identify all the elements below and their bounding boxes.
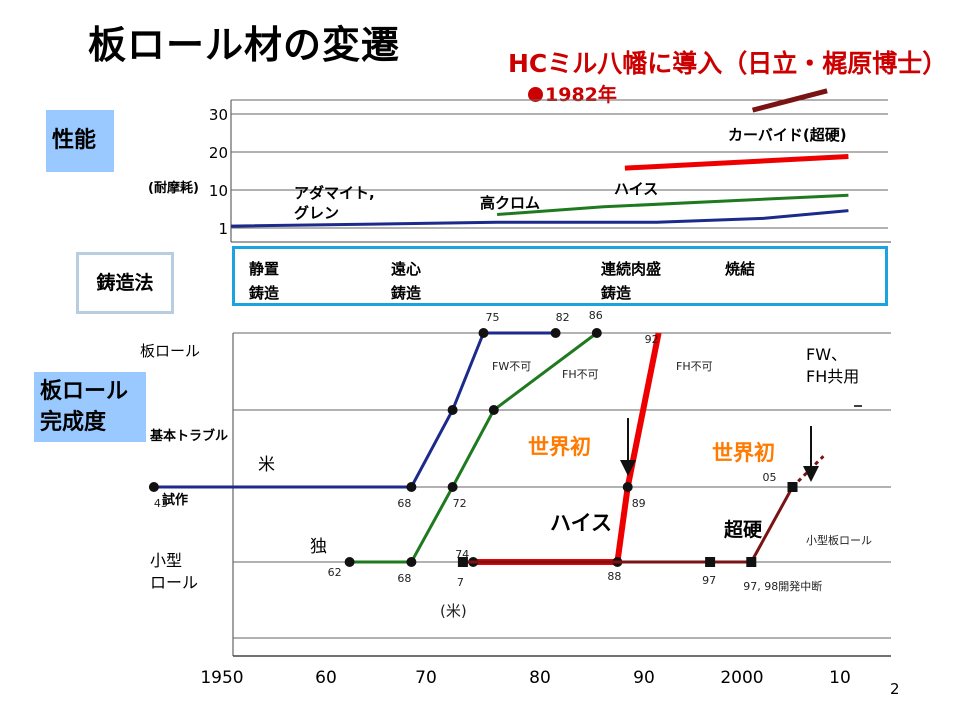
comp-point-label: 68 [397,572,411,585]
comp-point-label: 62 [328,566,342,579]
completion-label-line2: 完成度 [40,410,107,435]
comp-point-label: 88 [607,570,621,583]
perf-series-label-3: カーバイド(超硬) [728,126,847,144]
comp-x-tick-10: 10 [829,668,851,688]
comp-marker [591,328,602,338]
perf-series-0 [230,209,849,228]
perf-series-label-0: アダマイト,グレン [294,184,375,222]
perf-y-tick-10: 10 [209,182,228,200]
comp-marker [787,482,798,492]
perf-series-label-1: 高クロム [480,194,540,212]
comp-marker [550,328,561,338]
anno-us: (米) [440,602,467,620]
perf-series-2 [624,154,849,171]
completion-label-line1: 板ロール [40,379,129,404]
performance-label: 性能 [46,110,114,172]
page-title: 板ロール材の変遷 [88,23,401,67]
comp-level-basic-trouble: 基本トラブル [149,428,228,444]
casting-sintered: 焼結 [725,260,756,278]
perf-series-label-2: ハイス [614,180,658,198]
anno-fw-fh-shared: FW、 FH共用 [806,345,859,386]
perf-y-tick-20: 20 [209,144,228,162]
casting-centrifugal: 遠心 鋳造 [391,260,422,302]
comp-level-trial: 試作 [162,492,188,508]
casting-method-label: 鋳造法 [76,252,174,314]
anno-fw-fuka: FW不可 [492,360,531,373]
comp-x-tick-2000: 2000 [720,668,763,688]
arrow-down-icon-head [620,460,636,476]
comp-series-name-us: 米 [258,455,275,475]
arrow-down-icon-2-head [803,466,819,482]
perf-y-tick-1: 1 [218,220,228,238]
comp-point-label: 7 [457,576,464,589]
casting-continuous: 連続肉盛 鋳造 [601,260,662,302]
comp-point-label: 68 [397,497,411,510]
anno-fh-fuka-1: FH不可 [562,368,599,381]
comp-point-label: 97 [702,574,716,587]
comp-point-label: 72 [453,497,467,510]
perf-y-label: (耐摩耗) [148,180,199,196]
comp-marker [344,557,355,567]
comp-marker [478,328,489,338]
perf-y-tick-30: 30 [209,106,228,124]
comp-marker [148,482,159,492]
comp-point-label: 92 [645,333,659,346]
comp-marker [488,405,499,415]
comp-point-label: 43 [154,497,168,510]
anno-world-first-1: 世界初 [528,435,591,459]
comp-marker [622,482,633,492]
comp-series-name-de: 独 [310,537,327,557]
comp-x-tick-1950: 1950 [200,668,243,688]
completion-label: 板ロール 完成度 [34,372,146,442]
comp-x-tick-70: 70 [415,668,437,688]
comp-point-label: 75 [486,311,500,324]
comp-marker [406,482,417,492]
anno-fh-fuka-2: FH不可 [676,360,713,373]
performance-chart: 1 10 20 30 (耐摩耗) アダマイト,グレン 高クロム ハイス カーバイド(超硬) [148,88,891,243]
comp-point-label: 05 [763,471,777,484]
comp-point-label: 86 [589,309,603,322]
perf-series-3 [751,88,828,113]
casting-static: 静置 鋳造 [249,260,280,302]
anno-world-first-2: 世界初 [712,441,775,465]
comp-series-name-carbide: 超硬 [723,518,763,541]
comp-point-label: 89 [632,497,646,510]
comp-x-tick-60: 60 [315,668,337,688]
comp-point-label: 82 [556,311,570,324]
page-number: 2 [890,680,900,698]
comp-marker [457,557,468,567]
comp-x-tick-90: 90 [633,668,655,688]
comp-series-3 [462,486,794,564]
comp-level-small-roll: 小型ロール [150,551,198,592]
comp-series-name-hss: ハイス [550,511,612,535]
perf-series-1 [497,193,849,217]
anno-small-plate-roll: 小型板ロール [806,533,872,547]
comp-marker [406,557,417,567]
red-dot-icon [528,87,543,102]
comp-marker [447,405,458,415]
comp-marker [705,557,716,567]
casting-method-panel: 静置 鋳造 遠心 鋳造 連続肉盛 鋳造 焼結 [232,246,888,306]
comp-marker [746,557,757,567]
comp-point-label: 97, 98開発中断 [743,579,822,593]
comp-x-tick-80: 80 [529,668,551,688]
comp-marker [447,482,458,492]
hc-mill-title: HCミル八幡に導入（日立・梶原博士） [508,49,948,78]
comp-level-plate-roll: 板ロール [140,342,200,360]
